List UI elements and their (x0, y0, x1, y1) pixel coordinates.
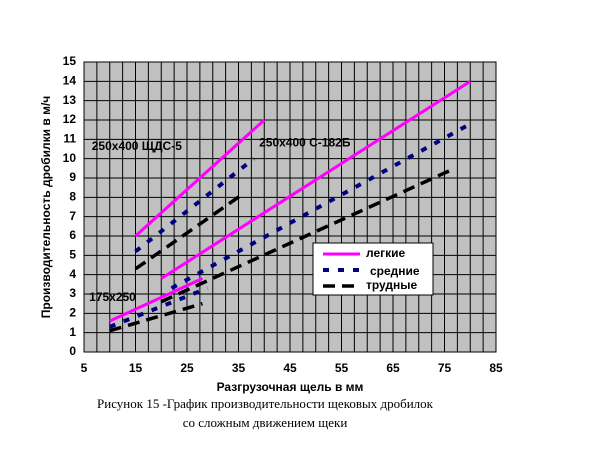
y-tick-label: 8 (69, 190, 76, 204)
y-tick-label: 5 (69, 248, 76, 262)
legend-label: легкие (366, 246, 406, 260)
y-tick-label: 7 (69, 209, 76, 223)
caption: со сложным движением щеки (183, 415, 348, 430)
x-tick-label: 55 (335, 361, 349, 375)
y-tick-label: 4 (69, 267, 76, 281)
annotation: 250x400 С-182Б (259, 135, 351, 149)
legend-label: средние (370, 264, 420, 278)
x-tick-label: 85 (489, 361, 503, 375)
x-tick-label: 65 (386, 361, 400, 375)
legend-label: трудные (366, 278, 418, 292)
y-tick-label: 3 (69, 286, 76, 300)
y-tick-label: 2 (69, 306, 76, 320)
x-tick-label: 15 (129, 361, 143, 375)
x-axis-label: Разгрузочная щель в мм (217, 380, 364, 394)
annotation: 175x250 (89, 290, 136, 304)
x-tick-label: 75 (438, 361, 452, 375)
series-line (109, 166, 456, 333)
series-line (109, 80, 472, 323)
y-tick-label: 10 (63, 151, 77, 165)
series-line (109, 122, 472, 329)
y-tick-label: 11 (63, 132, 76, 146)
y-tick-label: 14 (63, 74, 77, 88)
x-tick-label: 35 (232, 361, 246, 375)
y-axis-label: Производительность дробилки в м/ч (39, 96, 53, 319)
y-tick-label: 0 (69, 344, 76, 358)
caption: Рисунок 15 -График производительности ще… (97, 396, 434, 411)
y-tick-label: 13 (63, 93, 77, 107)
annotation: 250x400 ЩДС-5 (92, 139, 182, 153)
x-tick-label: 25 (180, 361, 194, 375)
y-tick-label: 1 (69, 325, 76, 339)
x-tick-label: 5 (81, 361, 88, 375)
x-tick-label: 45 (283, 361, 297, 375)
y-tick-label: 9 (69, 170, 76, 184)
y-tick-label: 12 (63, 112, 77, 126)
y-tick-label: 6 (69, 228, 76, 242)
y-tick-label: 15 (63, 54, 77, 68)
